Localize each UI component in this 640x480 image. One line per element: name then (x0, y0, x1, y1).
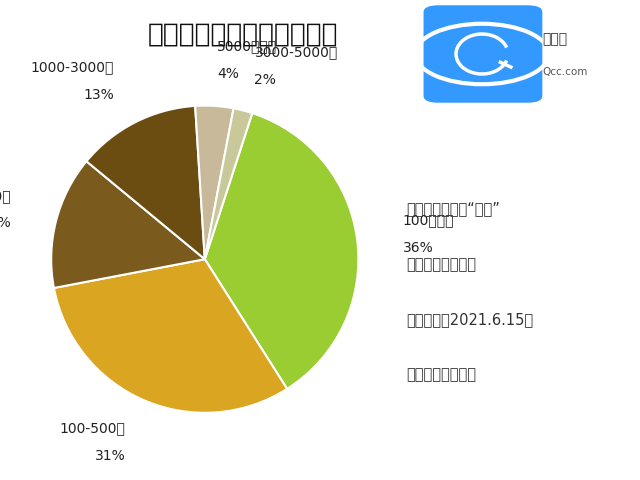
Text: 100万以内: 100万以内 (403, 213, 454, 228)
Text: 3000-5000万: 3000-5000万 (255, 45, 338, 59)
Text: 36%: 36% (403, 241, 434, 255)
Text: 13%: 13% (83, 88, 114, 102)
Text: 100-500万: 100-500万 (60, 421, 125, 436)
Text: 5000万以上: 5000万以上 (218, 39, 278, 53)
FancyBboxPatch shape (424, 5, 542, 103)
Text: 企查查: 企查查 (542, 32, 568, 46)
Text: 尿素相关企业注册资本分布: 尿素相关企业注册资本分布 (148, 22, 339, 48)
Text: 的相关企业数量；: 的相关企业数量； (406, 257, 476, 272)
Text: 2%: 2% (255, 72, 276, 86)
Text: 1000-3000万: 1000-3000万 (31, 60, 114, 74)
Wedge shape (205, 113, 358, 389)
Text: 数据截至：2021.6.15；: 数据截至：2021.6.15； (406, 312, 534, 327)
Wedge shape (195, 106, 234, 259)
Text: 31%: 31% (95, 449, 125, 463)
Wedge shape (86, 106, 205, 259)
Text: Qcc.com: Qcc.com (542, 68, 588, 77)
Text: 仅统计关键词为“尿素”: 仅统计关键词为“尿素” (406, 202, 500, 216)
Wedge shape (205, 108, 252, 259)
Text: 4%: 4% (218, 67, 239, 81)
Wedge shape (51, 161, 205, 288)
Text: 14%: 14% (0, 216, 12, 230)
Text: 500-1000万: 500-1000万 (0, 189, 12, 203)
Text: 数据来源：企查查: 数据来源：企查查 (406, 367, 476, 382)
Wedge shape (54, 259, 287, 413)
